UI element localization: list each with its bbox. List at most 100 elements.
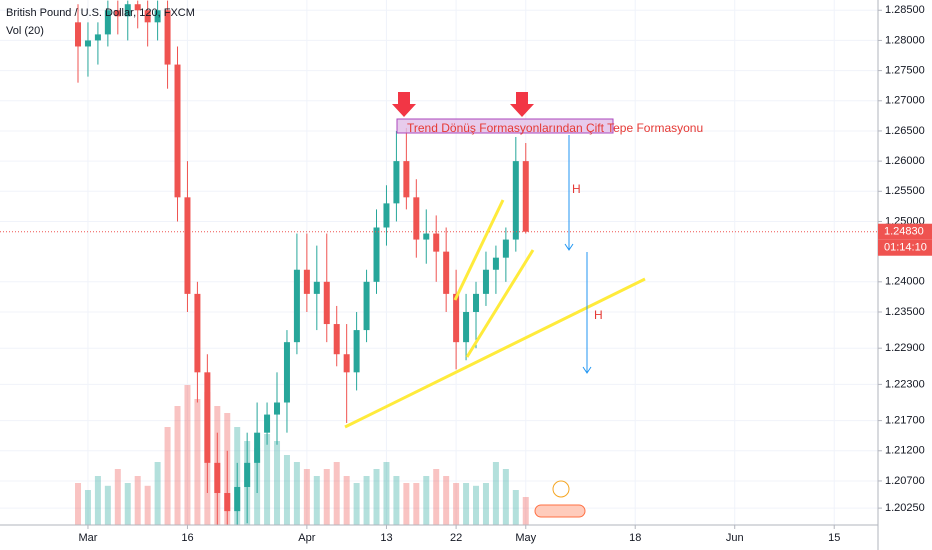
y-tick-label: 1.26500	[885, 125, 925, 137]
candle-body	[194, 293, 201, 373]
channel-line	[453, 199, 505, 301]
candle-body	[393, 161, 400, 204]
candle-body	[94, 34, 101, 41]
volume-bar	[293, 462, 300, 525]
volume-bar	[283, 455, 290, 525]
volume-bar	[164, 427, 171, 525]
trend-line	[344, 277, 646, 429]
volume-bar	[393, 476, 400, 525]
volume-bar	[482, 483, 489, 525]
y-tick-label: 1.21200	[885, 445, 925, 457]
volume-bar	[502, 469, 509, 525]
volume-bar	[353, 483, 360, 525]
candle-body	[293, 269, 300, 343]
candles	[0, 0, 878, 525]
y-tick-label: 1.22300	[885, 378, 925, 390]
volume-bar	[184, 385, 191, 525]
candle-body	[303, 269, 310, 294]
last-price-label: 1.24830	[884, 226, 924, 238]
arrow-head	[582, 366, 592, 374]
y-tick-label: 1.22900	[885, 342, 925, 354]
volume-bar	[463, 483, 470, 525]
volume-bar	[522, 497, 529, 525]
volume-bar	[274, 441, 281, 525]
candle-body	[373, 227, 380, 282]
candle-body	[154, 10, 161, 23]
candle-body	[214, 462, 221, 494]
candle-body	[433, 233, 440, 252]
event-icons	[534, 504, 586, 518]
candle-body	[174, 64, 181, 198]
volume-title: Vol (20)	[6, 25, 44, 37]
candle-body	[104, 10, 111, 35]
candle-body	[463, 311, 470, 343]
y-tick-label: 1.20250	[885, 502, 925, 514]
candle-body	[473, 293, 480, 312]
candle-body	[413, 197, 420, 240]
volume-bar	[423, 476, 430, 525]
candle-body	[353, 330, 360, 373]
candle-body	[363, 281, 370, 331]
x-tick-label: May	[515, 532, 536, 544]
y-tick-label: 1.27000	[885, 95, 925, 107]
volume-bar	[134, 476, 141, 525]
arrow-down	[510, 92, 534, 117]
x-tick-label: 16	[181, 532, 193, 544]
candle-body	[84, 40, 91, 47]
volume-bar	[363, 476, 370, 525]
volume-bar	[383, 462, 390, 525]
volume-bar	[413, 483, 420, 525]
x-tick-label: 18	[629, 532, 641, 544]
candle-body	[244, 462, 251, 487]
axes: 1.28500 1.28000 1.27500 1.27000 1.26500 1.260…	[78, 4, 932, 544]
volume-bar	[492, 462, 499, 525]
candle-body	[453, 293, 460, 343]
candle-body	[423, 233, 430, 240]
price-axis	[878, 0, 932, 550]
candle-body	[333, 324, 340, 355]
candle-body	[164, 10, 171, 65]
y-tick-label: 1.28500	[885, 4, 925, 16]
volume-bar	[473, 485, 480, 525]
candle-body	[274, 402, 281, 415]
candle-body	[512, 161, 519, 240]
y-tick-label: 1.24000	[885, 276, 925, 288]
x-tick-label: Mar	[78, 532, 97, 544]
candle-body	[482, 269, 489, 294]
y-tick-label: 1.20700	[885, 475, 925, 487]
volume-bar	[104, 485, 111, 525]
candle-body	[204, 372, 211, 463]
event-icon	[552, 480, 570, 498]
candle-body	[443, 251, 450, 294]
volume-bar	[512, 490, 519, 525]
height-label: H	[594, 308, 603, 322]
x-tick-label: 22	[450, 532, 462, 544]
y-tick-label: 1.27500	[885, 65, 925, 77]
volume-bar	[333, 462, 340, 525]
arrow-down	[392, 92, 416, 117]
y-tick-label: 1.21700	[885, 415, 925, 427]
candle-body	[184, 197, 191, 294]
volume-bar	[84, 490, 91, 525]
annotation-box	[396, 118, 614, 134]
candle-body	[522, 161, 529, 232]
candle-body	[134, 4, 141, 11]
countdown-tag	[878, 239, 932, 256]
height-label: H	[572, 182, 581, 196]
x-tick-label: Apr	[298, 532, 315, 544]
volume-bar	[264, 434, 271, 525]
volume-bar	[433, 469, 440, 525]
volume-bar	[303, 469, 310, 525]
volume-bar	[75, 483, 82, 525]
candle-body	[313, 281, 320, 294]
arrow-head	[564, 243, 574, 251]
candle-body	[254, 432, 261, 463]
volume-bar	[453, 483, 460, 525]
candle-body	[492, 257, 499, 270]
drawings: Trend Dönüş Formasyonlarından Çift Tepe …	[344, 92, 703, 518]
candle-body	[323, 281, 330, 325]
candle-body	[114, 10, 121, 17]
candle-body	[234, 486, 241, 512]
volume-bar	[313, 476, 320, 525]
